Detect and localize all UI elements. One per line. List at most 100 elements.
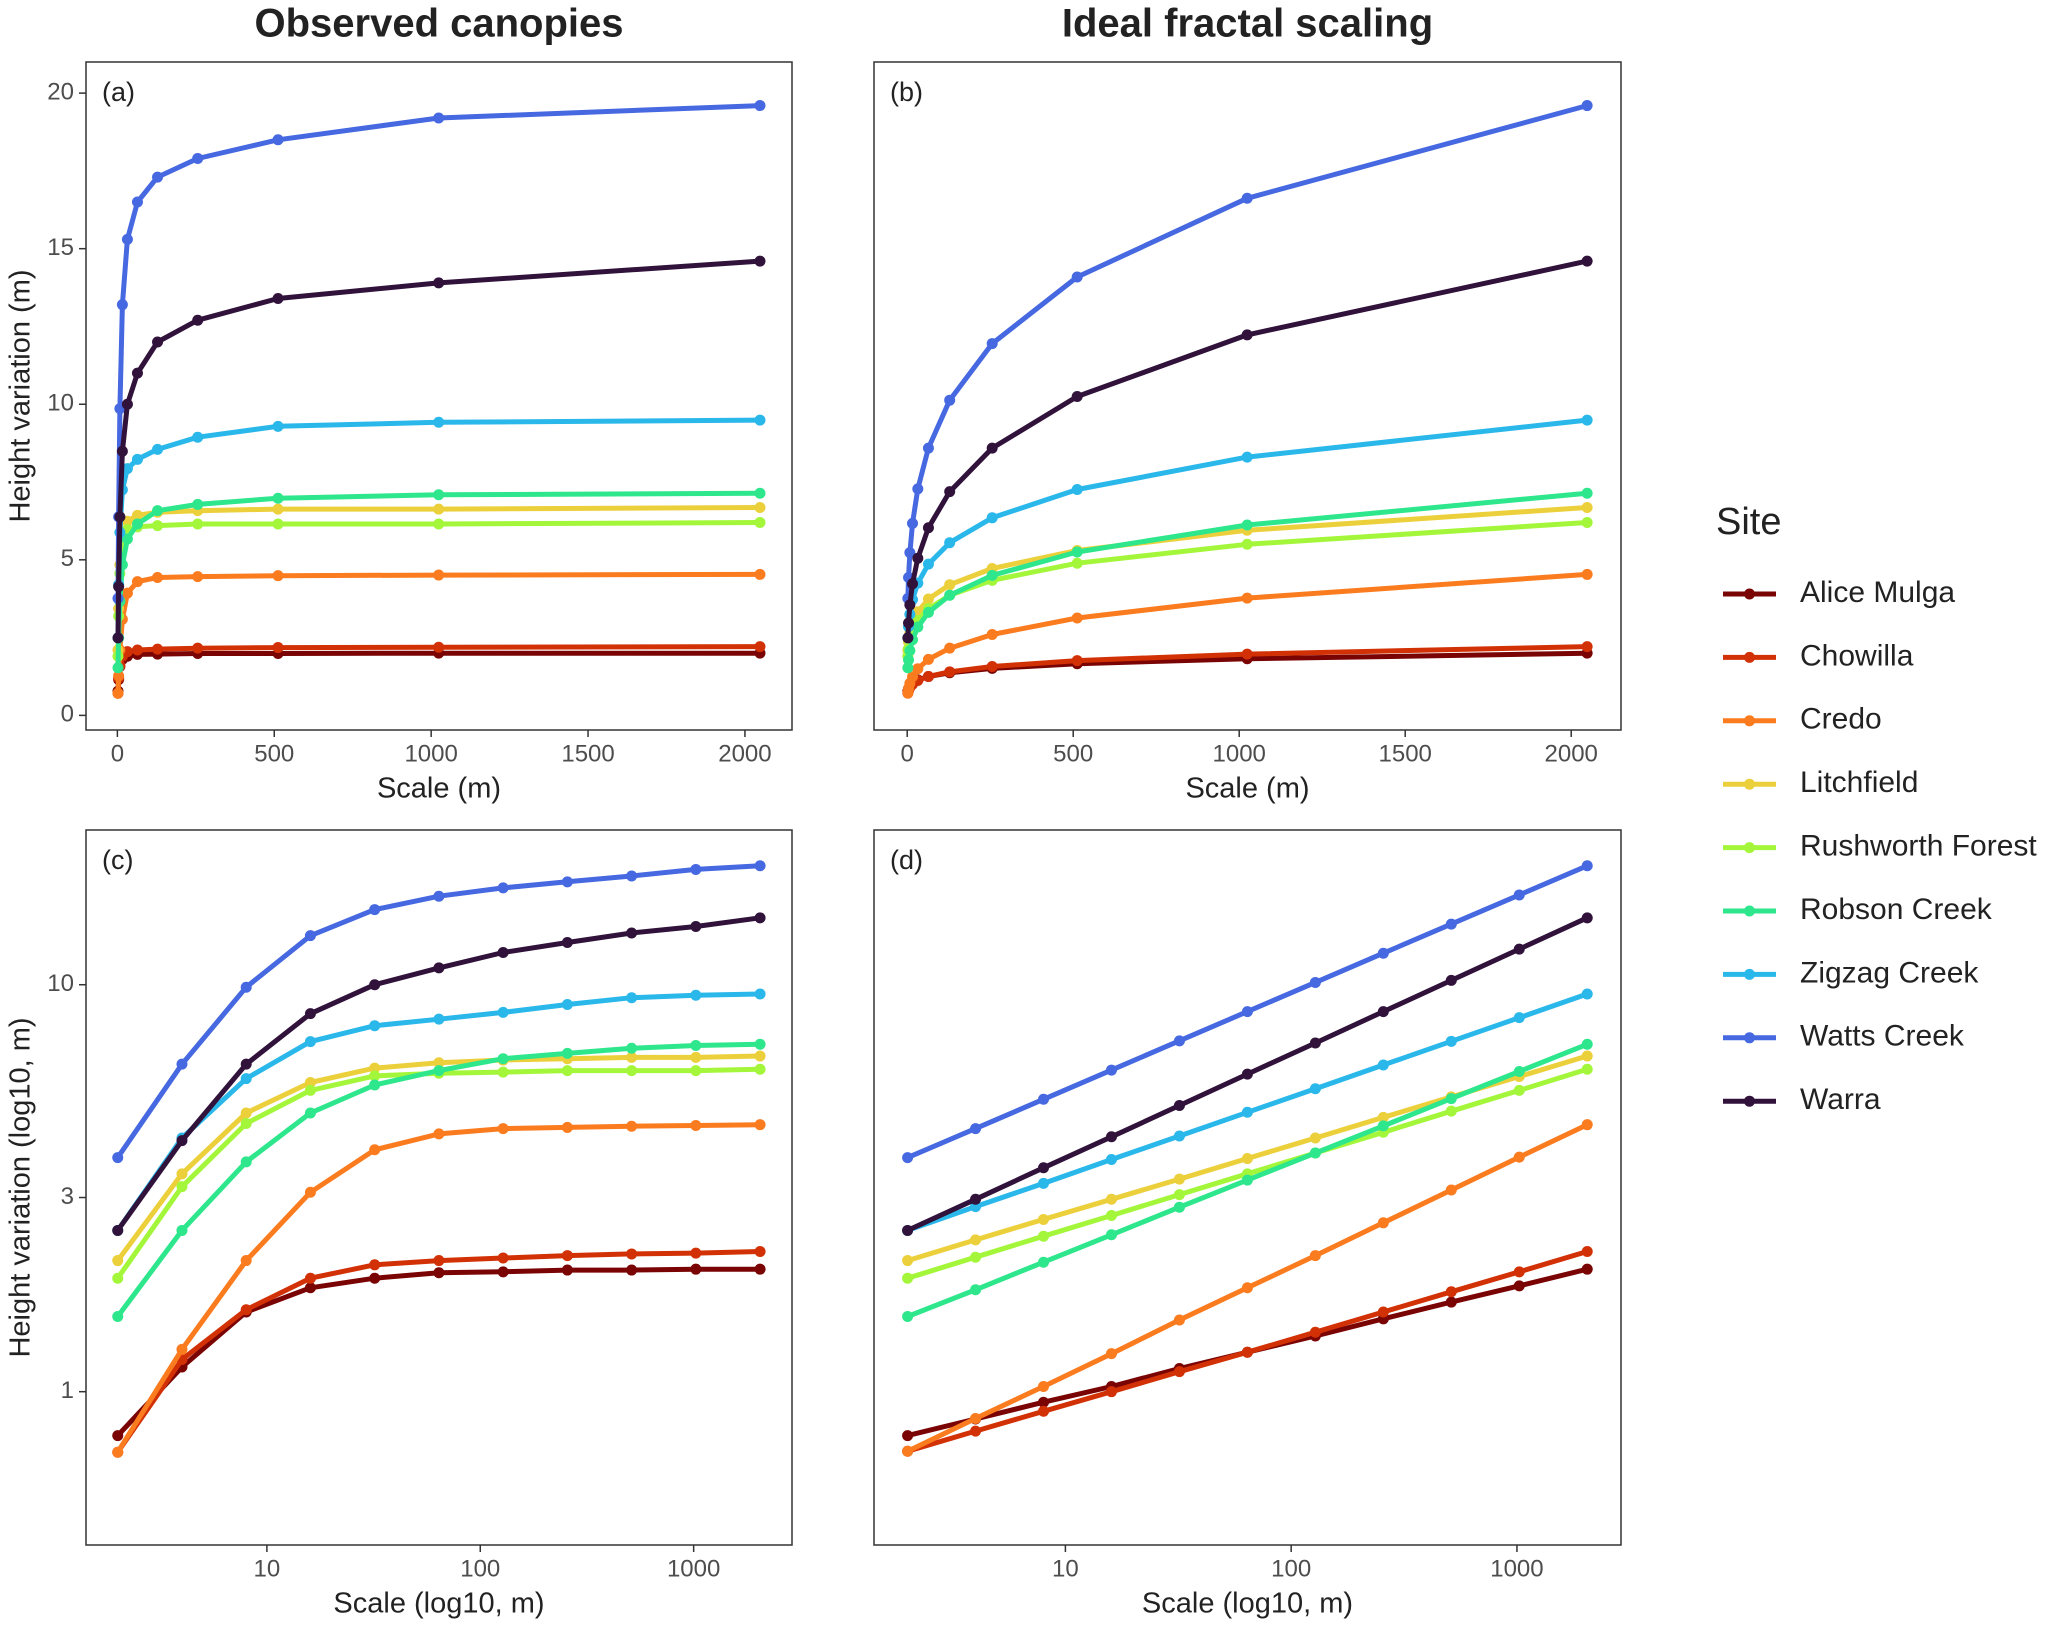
legend-label: Watts Creek [1800,1020,1965,1053]
data-point [433,503,445,515]
data-point [626,1264,638,1276]
data-point [944,579,956,591]
data-point [754,988,766,1000]
data-point [176,1168,188,1180]
data-point [1241,329,1253,341]
data-point [176,1135,188,1147]
data-point [433,277,445,289]
data-point [369,1079,381,1091]
data-point [1309,976,1321,988]
data-point [912,483,924,495]
data-point [986,512,998,524]
data-point [240,1073,252,1085]
data-point [497,1252,509,1264]
data-point [497,882,509,894]
legend-label: Rushworth Forest [1800,830,2037,863]
data-point [121,233,133,245]
data-point [176,1181,188,1193]
data-point [1241,1106,1253,1118]
data-point [1105,1193,1117,1205]
data-point [192,498,204,510]
data-point [1513,1151,1525,1163]
data-point [970,1251,982,1263]
data-point [1105,1131,1117,1143]
data-point [1581,860,1593,872]
data-point [112,1311,124,1323]
data-point [433,1128,445,1140]
data-point [904,645,916,657]
data-point [754,1246,766,1258]
data-point [1377,1111,1389,1123]
data-point [1241,1153,1253,1165]
legend-swatch-point [1744,1032,1755,1044]
data-point [304,930,316,942]
data-point [1581,487,1593,499]
panel-label: (b) [890,77,923,107]
data-point [433,641,445,653]
data-point [561,1121,573,1133]
data-point [1309,1326,1321,1338]
x-tick-label: 1500 [561,740,614,767]
data-point [1071,612,1083,624]
data-point [922,606,934,618]
data-point [912,663,924,675]
data-point [903,617,915,629]
data-point [1241,592,1253,604]
x-tick-label: 1000 [667,1555,720,1582]
panel-label: (d) [890,845,923,875]
data-point [1581,641,1593,653]
data-point [1241,1346,1253,1358]
data-point [1513,1266,1525,1278]
data-point [192,431,204,443]
data-point [1581,1263,1593,1275]
data-point [907,578,919,590]
data-point [907,517,919,529]
data-point [1581,100,1593,112]
data-point [304,1107,316,1119]
data-point [152,572,164,584]
data-point [152,520,164,532]
panel-frame [85,61,793,731]
data-point [626,870,638,882]
data-point [272,492,284,504]
y-axis-title: Height variation (m) [5,269,37,522]
data-point [240,1304,252,1316]
x-tick-label: 1000 [1213,740,1266,767]
panel-title: Ideal fractal scaling [1062,2,1433,46]
data-point [754,1050,766,1062]
x-tick-label: 500 [254,740,294,767]
y-tick-label: 1 [61,1377,74,1404]
legend-label: Credo [1800,703,1882,736]
legend-label: Litchfield [1800,766,1918,799]
data-point [1105,1348,1117,1360]
data-point [1173,1201,1185,1213]
legend-swatch-point [1744,1095,1755,1107]
data-point [1513,943,1525,955]
data-point [1377,1120,1389,1132]
data-point [922,442,934,454]
data-point [497,1053,509,1065]
data-point [1445,1093,1457,1105]
legend-swatch-point [1744,651,1755,663]
data-point [690,1065,702,1077]
series-line [115,1249,761,1454]
data-point [304,1036,316,1048]
data-point [433,1255,445,1267]
data-point [369,979,381,991]
data-point [1038,1213,1050,1225]
data-point [626,1120,638,1132]
data-point [152,443,164,455]
y-tick-label: 10 [47,970,74,997]
x-tick-label: 10 [254,1555,281,1582]
y-tick-label: 0 [61,701,74,728]
legend-swatch-point [1744,588,1755,600]
data-point [1445,918,1457,930]
data-point [902,1311,914,1323]
data-point [1513,1012,1525,1024]
data-point [626,927,638,939]
plot-area [112,100,766,699]
data-point [192,314,204,326]
data-point [986,628,998,640]
data-point [1173,1189,1185,1201]
